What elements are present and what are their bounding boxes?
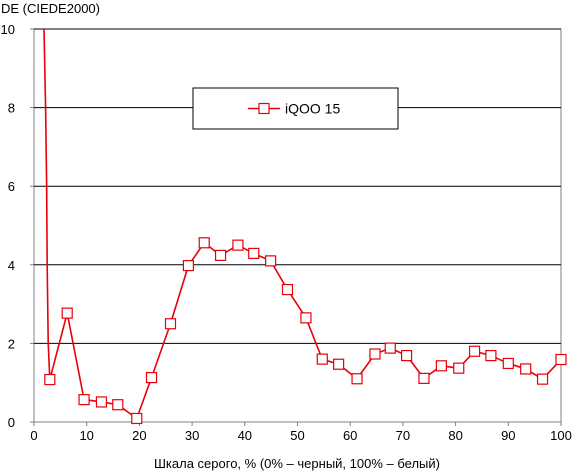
data-point	[300, 312, 312, 324]
data-point	[435, 360, 447, 372]
data-point	[536, 373, 549, 385]
y-tick-label: 2	[8, 336, 15, 351]
x-tick-label: 100	[550, 428, 572, 443]
data-point	[248, 247, 260, 260]
data-point	[281, 283, 294, 296]
legend: iQOO 15	[192, 87, 399, 130]
data-point	[520, 363, 532, 375]
x-tick-label: 10	[79, 428, 93, 443]
x-tick-label: 40	[238, 428, 252, 443]
x-tick-label: 60	[343, 428, 357, 443]
data-point	[400, 349, 413, 362]
data-point	[78, 393, 90, 406]
x-tick-label: 30	[185, 428, 199, 443]
data-point	[131, 412, 143, 425]
y-axis-ticks: 0 2 4 6 8 10	[1, 22, 34, 430]
x-axis-ticks: 0 10 20 30 40 50 60 70 80 90 100	[30, 422, 572, 443]
data-point	[351, 373, 363, 385]
y-tick-label: 0	[8, 415, 15, 430]
x-tick-label: 70	[396, 428, 410, 443]
data-point	[232, 239, 244, 251]
data-point	[369, 348, 381, 360]
data-point	[112, 399, 124, 411]
data-point	[333, 358, 345, 370]
x-tick-label: 50	[290, 428, 304, 443]
data-point	[145, 371, 158, 384]
data-point	[61, 307, 73, 319]
x-tick-label: 80	[448, 428, 462, 443]
x-tick-label: 20	[132, 428, 146, 443]
data-point	[95, 396, 108, 408]
y-tick-label: 8	[8, 101, 15, 116]
data-point	[44, 373, 56, 386]
data-point	[502, 357, 514, 370]
legend-box	[192, 87, 399, 130]
data-point	[384, 342, 396, 354]
data-point	[214, 249, 227, 261]
data-point	[164, 318, 177, 330]
legend-marker	[258, 102, 270, 115]
y-axis-title: DE (CIEDE2000)	[1, 1, 100, 16]
data-point	[316, 353, 328, 365]
legend-label: iQOO 15	[285, 101, 340, 117]
data-point	[485, 349, 497, 362]
x-axis-title: Шкала серого, % (0% – черный, 100% – бел…	[154, 456, 440, 471]
data-point	[198, 237, 210, 249]
data-point	[555, 353, 567, 366]
series-iqoo-15	[43, 28, 567, 425]
data-point	[418, 372, 430, 384]
data-point	[453, 362, 465, 374]
x-tick-label: 90	[501, 428, 515, 443]
x-tick-label: 0	[30, 428, 37, 443]
y-tick-label: 4	[8, 258, 15, 273]
y-tick-label: 6	[8, 179, 15, 194]
data-point	[182, 259, 195, 272]
y-tick-label: 10	[1, 22, 15, 37]
grid-lines	[34, 28, 561, 344]
data-point	[468, 345, 481, 357]
data-point	[265, 255, 277, 267]
